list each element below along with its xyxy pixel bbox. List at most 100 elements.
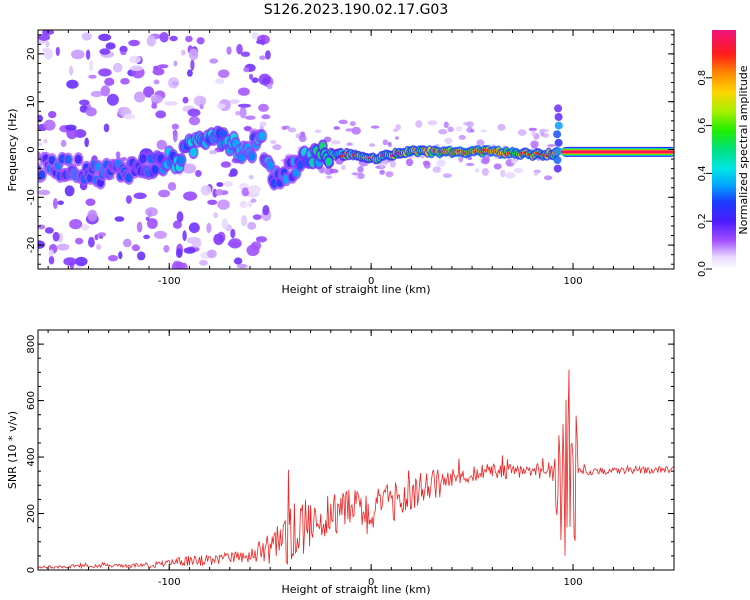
heatmap-noise-blob bbox=[345, 128, 354, 132]
heatmap-noise-blob bbox=[394, 136, 399, 140]
heatmap-noise-blob bbox=[97, 232, 107, 237]
heatmap-noise-blob bbox=[444, 137, 453, 144]
heatmap-noise-blob bbox=[120, 78, 130, 85]
heatmap-noise-blob bbox=[120, 51, 127, 56]
heatmap-noise-blob bbox=[172, 130, 178, 143]
heatmap-noise-blob bbox=[217, 199, 230, 210]
heatmap-noise-blob bbox=[199, 259, 208, 266]
heatmap-noise-blob bbox=[163, 245, 170, 253]
heatmap-noise-blob bbox=[147, 218, 158, 229]
heatmap-spike-blob bbox=[554, 138, 563, 147]
heatmap-noise-blob bbox=[42, 47, 50, 53]
heatmap-noise-blob bbox=[171, 123, 179, 130]
heatmap-noise-blob bbox=[85, 49, 91, 60]
heatmap-noise-blob bbox=[513, 167, 524, 174]
heatmap-spike-blob bbox=[554, 121, 563, 130]
colorbar-ticks: 0.0 0.2 0.4 0.6 0.8 bbox=[697, 70, 712, 277]
heatmap-noise-blob bbox=[159, 32, 169, 43]
heatmap-noise-blob bbox=[482, 155, 490, 163]
colorbar: 0.0 0.2 0.4 0.6 0.8 Normalized spectral ampl… bbox=[697, 30, 750, 277]
heatmap-noise-blob bbox=[199, 104, 204, 110]
heatmap-noise-blob bbox=[379, 169, 385, 175]
heatmap-noise-blob bbox=[187, 69, 193, 77]
heatmap-noise-blob bbox=[146, 35, 156, 47]
heatmap-noise-blob bbox=[153, 79, 160, 85]
heatmap-noise-blob bbox=[123, 238, 132, 248]
heatmap-noise-blob bbox=[369, 143, 376, 147]
heatmap-noise-blob bbox=[250, 198, 257, 203]
heatmap-noise-blob bbox=[261, 114, 271, 120]
heatmap-noise-blob bbox=[131, 244, 141, 252]
heatmap-noise-blob bbox=[281, 125, 288, 131]
heatmap-noise-blob bbox=[382, 139, 389, 146]
heatmap-noise-blob bbox=[228, 172, 235, 177]
heatmap-noise-blob bbox=[151, 94, 163, 104]
colorbar-label: Normalized spectral amplitude bbox=[737, 65, 750, 234]
heatmap-noise-blob bbox=[246, 244, 260, 256]
heatmap-noise-blob bbox=[156, 139, 167, 150]
heatmap-noise-blob bbox=[153, 230, 167, 239]
y-tick-label: -20 bbox=[26, 237, 37, 253]
heatmap-noise-blob bbox=[370, 125, 380, 129]
heatmap-noise-blob bbox=[262, 205, 270, 216]
heatmap-noise-blob bbox=[458, 134, 466, 140]
heatmap-noise-blob bbox=[94, 234, 99, 241]
heatmap-noise-blob bbox=[218, 69, 230, 78]
heatmap-noise-blob bbox=[103, 123, 110, 133]
heatmap-noise-blob bbox=[465, 162, 475, 167]
heatmap-noise-blob bbox=[80, 224, 90, 231]
heatmap-noise-blob bbox=[88, 74, 97, 79]
heatmap-noise-blob bbox=[151, 102, 158, 109]
heatmap-noise-blob bbox=[155, 110, 167, 119]
heatmap-noise-blob bbox=[190, 59, 195, 71]
heatmap-noise-blob bbox=[65, 124, 77, 131]
heatmap-noise-blob bbox=[470, 129, 475, 133]
colorbar-tick-label: 0.6 bbox=[697, 118, 708, 134]
heatmap-noise-blob bbox=[314, 129, 322, 134]
heatmap-noise-blob bbox=[233, 257, 243, 265]
heatmap-noise-blob bbox=[209, 58, 219, 64]
heatmap-noise-blob bbox=[71, 49, 85, 60]
heatmap-noise-blob bbox=[351, 126, 361, 135]
heatmap-noise-blob bbox=[181, 49, 186, 56]
heatmap-noise-blob bbox=[87, 209, 98, 222]
heatmap-noise-blob bbox=[38, 33, 51, 41]
y-tick-label: 800 bbox=[26, 335, 37, 354]
heatmap-noise-blob bbox=[349, 121, 356, 127]
heatmap-noise-blob bbox=[287, 127, 297, 133]
y-tick-label: 600 bbox=[26, 391, 37, 410]
heatmap-noise-blob bbox=[183, 191, 198, 201]
snr-series-line bbox=[38, 369, 674, 570]
heatmap-noise-blob bbox=[423, 161, 431, 169]
heatmap-noise-blob bbox=[213, 212, 219, 219]
heatmap-noise-blob bbox=[188, 222, 200, 233]
heatmap-noise-blob bbox=[200, 185, 212, 196]
heatmap-noise-blob bbox=[220, 161, 231, 168]
heatmap-noise-blob bbox=[447, 126, 454, 132]
heatmap-noise-blob bbox=[48, 256, 55, 265]
heatmap-noise-blob bbox=[235, 111, 241, 116]
y-tick-label: 400 bbox=[26, 448, 37, 467]
heatmap-noise-blob bbox=[505, 172, 516, 179]
heatmap-noise-blob bbox=[112, 62, 123, 73]
heatmap-noise-blob bbox=[530, 140, 539, 149]
heatmap-noise-blob bbox=[196, 37, 205, 45]
x-tick-label: 100 bbox=[564, 577, 583, 588]
heatmap-noise-blob bbox=[45, 40, 50, 48]
heatmap-noise-blob bbox=[188, 116, 200, 126]
heatmap-noise-blob bbox=[90, 90, 103, 98]
heatmap-noise-blob bbox=[98, 68, 112, 77]
heatmap-noise-blob bbox=[432, 166, 441, 173]
heatmap-noise-blob bbox=[191, 239, 202, 248]
spectrogram-x-axis-label: Height of straight line (km) bbox=[281, 283, 430, 296]
heatmap-noise-blob bbox=[85, 198, 96, 206]
heatmap-noise-blob bbox=[517, 129, 527, 136]
heatmap-noise-blob bbox=[66, 79, 79, 89]
heatmap-noise-blob bbox=[543, 175, 553, 181]
heatmap-ridge-blob bbox=[38, 170, 46, 180]
heatmap-noise-blob bbox=[266, 83, 273, 90]
heatmap-noise-blob bbox=[98, 33, 112, 42]
heatmap-noise-blob bbox=[181, 262, 188, 269]
heatmap-noise-blob bbox=[207, 249, 217, 259]
heatmap-noise-blob bbox=[173, 60, 178, 67]
